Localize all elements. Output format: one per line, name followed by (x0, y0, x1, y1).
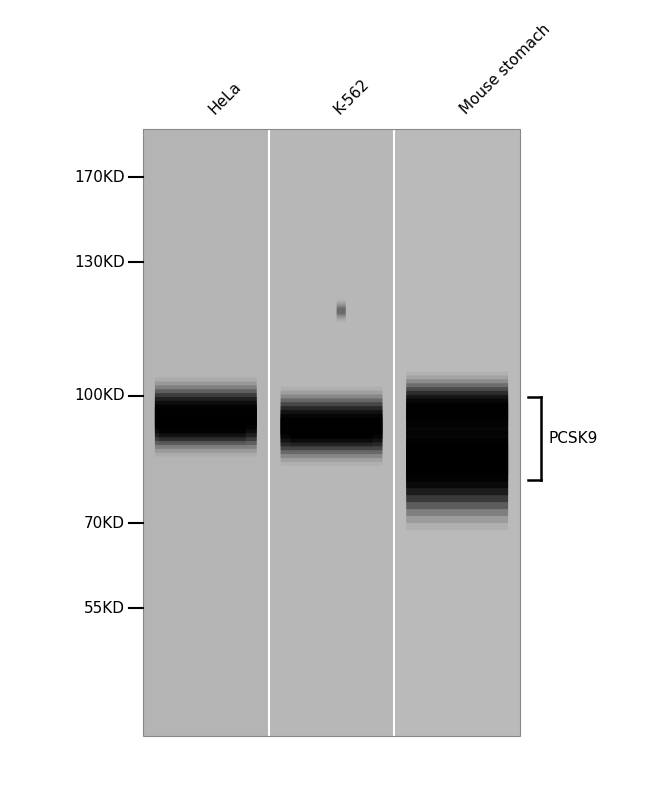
FancyBboxPatch shape (291, 428, 372, 439)
FancyBboxPatch shape (155, 386, 257, 449)
FancyBboxPatch shape (406, 403, 508, 516)
Bar (143, 129, 520, 735)
FancyBboxPatch shape (406, 396, 508, 523)
FancyBboxPatch shape (406, 389, 508, 530)
FancyBboxPatch shape (159, 418, 246, 435)
Text: 55KD: 55KD (84, 601, 125, 616)
Text: 100KD: 100KD (74, 389, 125, 404)
FancyBboxPatch shape (281, 414, 382, 438)
Bar (143, 129, 520, 735)
Bar (268, 129, 395, 735)
FancyBboxPatch shape (291, 430, 372, 438)
FancyBboxPatch shape (406, 424, 508, 495)
FancyBboxPatch shape (406, 431, 508, 488)
Text: 170KD: 170KD (74, 170, 125, 185)
FancyBboxPatch shape (291, 427, 372, 441)
FancyBboxPatch shape (155, 401, 257, 434)
FancyBboxPatch shape (159, 410, 246, 442)
FancyBboxPatch shape (406, 395, 508, 427)
FancyBboxPatch shape (159, 419, 246, 433)
FancyBboxPatch shape (281, 398, 382, 454)
FancyBboxPatch shape (406, 403, 508, 419)
FancyBboxPatch shape (406, 383, 508, 439)
FancyBboxPatch shape (155, 393, 257, 441)
FancyBboxPatch shape (406, 399, 508, 423)
FancyBboxPatch shape (406, 379, 508, 442)
FancyBboxPatch shape (337, 304, 346, 318)
FancyBboxPatch shape (281, 390, 382, 462)
FancyBboxPatch shape (159, 414, 246, 438)
FancyBboxPatch shape (281, 418, 382, 435)
FancyBboxPatch shape (159, 422, 246, 431)
FancyBboxPatch shape (406, 410, 508, 509)
FancyBboxPatch shape (155, 404, 257, 430)
Text: PCSK9: PCSK9 (549, 431, 598, 446)
Text: K-562: K-562 (332, 76, 372, 117)
FancyBboxPatch shape (337, 307, 346, 315)
Text: 130KD: 130KD (74, 255, 125, 269)
FancyBboxPatch shape (155, 408, 257, 426)
FancyBboxPatch shape (337, 306, 346, 316)
FancyBboxPatch shape (406, 391, 508, 431)
FancyBboxPatch shape (281, 410, 382, 442)
Text: Mouse stomach: Mouse stomach (457, 21, 552, 117)
FancyBboxPatch shape (281, 402, 382, 450)
Text: HeLa: HeLa (206, 79, 244, 117)
Text: 70KD: 70KD (84, 516, 125, 531)
FancyBboxPatch shape (291, 426, 372, 442)
FancyBboxPatch shape (337, 308, 346, 314)
FancyBboxPatch shape (155, 382, 257, 453)
FancyBboxPatch shape (406, 417, 508, 502)
Bar (395, 129, 520, 735)
FancyBboxPatch shape (406, 445, 508, 474)
FancyBboxPatch shape (159, 416, 246, 437)
FancyBboxPatch shape (406, 375, 508, 446)
FancyBboxPatch shape (291, 423, 372, 446)
FancyBboxPatch shape (159, 412, 246, 441)
FancyBboxPatch shape (281, 394, 382, 458)
FancyBboxPatch shape (406, 438, 508, 481)
FancyBboxPatch shape (155, 397, 257, 437)
FancyBboxPatch shape (155, 389, 257, 445)
FancyBboxPatch shape (291, 424, 372, 444)
FancyBboxPatch shape (406, 387, 508, 435)
Bar (143, 129, 268, 735)
FancyBboxPatch shape (281, 406, 382, 446)
